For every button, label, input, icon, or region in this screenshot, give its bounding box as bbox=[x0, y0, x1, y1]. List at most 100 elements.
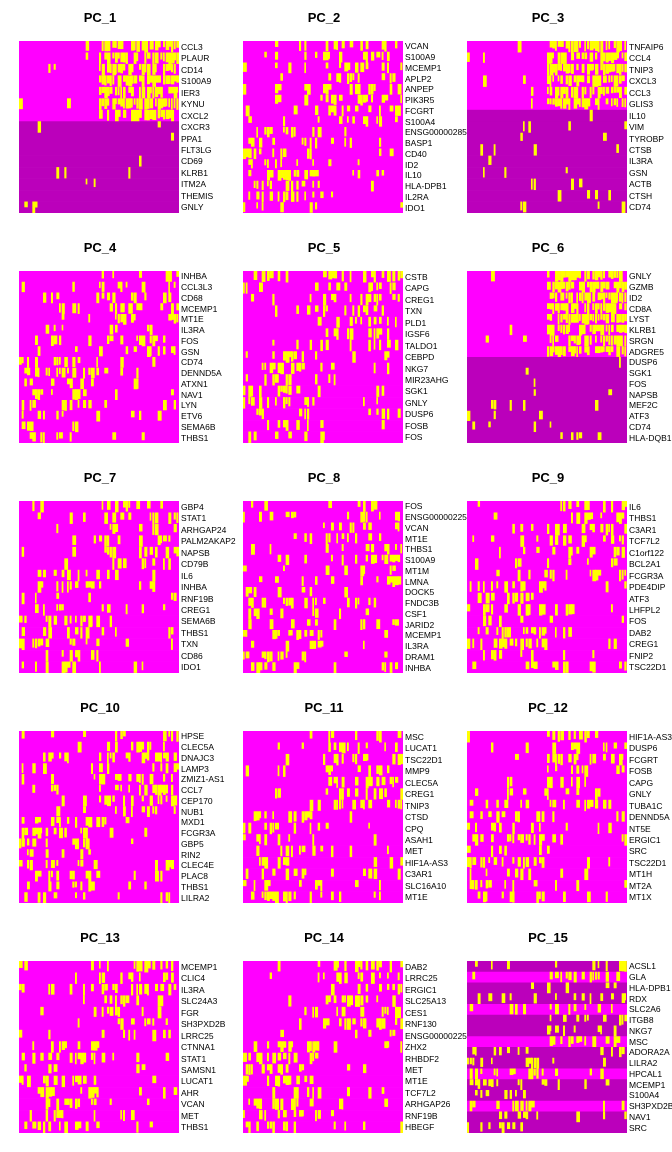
heatmap-cell bbox=[563, 650, 566, 661]
heatmap-cell bbox=[573, 271, 577, 281]
heatmap-row-bg bbox=[19, 1052, 179, 1065]
heatmap-cell bbox=[493, 1068, 496, 1076]
gene-label: TCF7L2 bbox=[629, 536, 660, 547]
heatmap-cell bbox=[605, 1036, 610, 1044]
heatmap-cell bbox=[309, 148, 312, 160]
heatmap-cell bbox=[547, 314, 551, 320]
heatmap-cell bbox=[333, 94, 337, 105]
heatmap-cell bbox=[125, 281, 128, 288]
heatmap-cell bbox=[525, 627, 529, 634]
heatmap-cell bbox=[91, 763, 94, 775]
heatmap-cell bbox=[571, 281, 575, 289]
heatmap-cell bbox=[64, 1041, 67, 1049]
heatmap-row-bg bbox=[243, 822, 403, 835]
heatmap-row-bg bbox=[243, 799, 403, 812]
heatmap-cell bbox=[296, 362, 301, 371]
heatmap-cell bbox=[304, 533, 307, 542]
heatmap-cell bbox=[168, 86, 172, 94]
heatmap-cell bbox=[496, 1079, 499, 1087]
heatmap-row-bg bbox=[19, 432, 179, 443]
heatmap-cell bbox=[27, 849, 29, 856]
gene-label: LILRA2 bbox=[629, 1058, 658, 1069]
heatmap-cell bbox=[312, 397, 315, 406]
heatmap-cell bbox=[469, 1068, 473, 1079]
heatmap-cell bbox=[536, 1057, 540, 1070]
heatmap-cell bbox=[341, 995, 345, 1003]
heatmap-cell bbox=[77, 1098, 81, 1108]
heatmap-cell bbox=[24, 367, 28, 374]
heatmap-cell bbox=[384, 1041, 389, 1049]
heatmap-cell bbox=[323, 293, 327, 307]
heatmap-cell bbox=[133, 346, 137, 352]
heatmap-cell bbox=[112, 41, 117, 48]
heatmap-cell bbox=[267, 159, 269, 168]
heatmap-cell bbox=[293, 105, 298, 115]
heatmap-cell bbox=[344, 565, 348, 576]
heatmap-cell bbox=[107, 795, 111, 807]
heatmap-row-bg bbox=[467, 292, 627, 304]
heatmap-cell bbox=[117, 558, 122, 569]
heatmap-cell bbox=[171, 774, 173, 782]
heatmap-cell bbox=[109, 63, 112, 74]
gene-label: ID2 bbox=[405, 159, 419, 170]
heatmap-cell bbox=[483, 52, 485, 63]
heatmap-row bbox=[243, 587, 403, 599]
gene-label: CAPG bbox=[405, 283, 430, 294]
gene-label: LHFPL2 bbox=[629, 604, 661, 615]
heatmap-cell bbox=[277, 857, 281, 869]
heatmap-cell bbox=[336, 316, 340, 328]
heatmap-cell bbox=[72, 357, 76, 368]
heatmap-row-bg bbox=[243, 868, 403, 881]
heatmap-cell bbox=[171, 109, 175, 123]
gene-label: NAPSB bbox=[629, 389, 658, 400]
heatmap-cell bbox=[117, 63, 122, 73]
heatmap-cell bbox=[323, 271, 327, 278]
heatmap-cell bbox=[376, 408, 379, 415]
heatmap-cell bbox=[496, 1068, 499, 1077]
heatmap-cell bbox=[360, 62, 365, 73]
heatmap bbox=[19, 271, 179, 443]
heatmap-cell bbox=[99, 961, 101, 969]
heatmap-cell bbox=[83, 795, 87, 808]
heatmap-cell bbox=[339, 1018, 342, 1027]
heatmap-cell bbox=[333, 328, 338, 337]
heatmap-cell bbox=[365, 753, 369, 761]
heatmap-cell bbox=[315, 351, 318, 360]
heatmap-cell bbox=[133, 870, 136, 880]
heatmap-cell bbox=[136, 1121, 139, 1133]
heatmap-cell bbox=[24, 201, 28, 208]
heatmap-cell bbox=[571, 546, 573, 556]
heatmap-cell bbox=[131, 838, 134, 845]
heatmap-cell bbox=[101, 63, 105, 76]
heatmap-cell bbox=[272, 868, 276, 876]
heatmap-row bbox=[19, 98, 179, 111]
heatmap-cell bbox=[77, 569, 80, 582]
heatmap-cell bbox=[149, 581, 153, 589]
heatmap-cell bbox=[291, 1098, 295, 1110]
heatmap-cell bbox=[392, 293, 396, 300]
heatmap-cell bbox=[624, 63, 627, 73]
heatmap-cell bbox=[387, 1041, 390, 1048]
heatmap-cell bbox=[477, 891, 481, 899]
heatmap-row bbox=[19, 661, 179, 673]
heatmap-cell bbox=[115, 63, 117, 75]
heatmap-cell bbox=[131, 292, 134, 301]
gene-label: VCAN bbox=[405, 41, 429, 52]
heatmap-cell bbox=[605, 891, 608, 902]
heatmap bbox=[19, 41, 179, 213]
heatmap-cell bbox=[544, 569, 548, 578]
heatmap-cell bbox=[59, 604, 62, 611]
heatmap-row-bg bbox=[243, 105, 403, 117]
heatmap-cell bbox=[584, 501, 588, 511]
heatmap-cell bbox=[163, 1087, 166, 1100]
heatmap-cell bbox=[83, 400, 87, 409]
heatmap-cell bbox=[141, 741, 145, 750]
heatmap-cell bbox=[600, 324, 605, 336]
heatmap-cell bbox=[493, 638, 498, 648]
heatmap-cell bbox=[576, 765, 580, 774]
heatmap-cell bbox=[360, 565, 365, 578]
heatmap-cell bbox=[37, 389, 41, 401]
heatmap-row-bg bbox=[19, 178, 179, 191]
heatmap-cell bbox=[624, 880, 627, 888]
heatmap-panel-pc-9: PC_9 IL6 THBS1 C3AR1 TCF7L2 C1orf122 BCL2A1 FCG… bbox=[448, 460, 672, 690]
